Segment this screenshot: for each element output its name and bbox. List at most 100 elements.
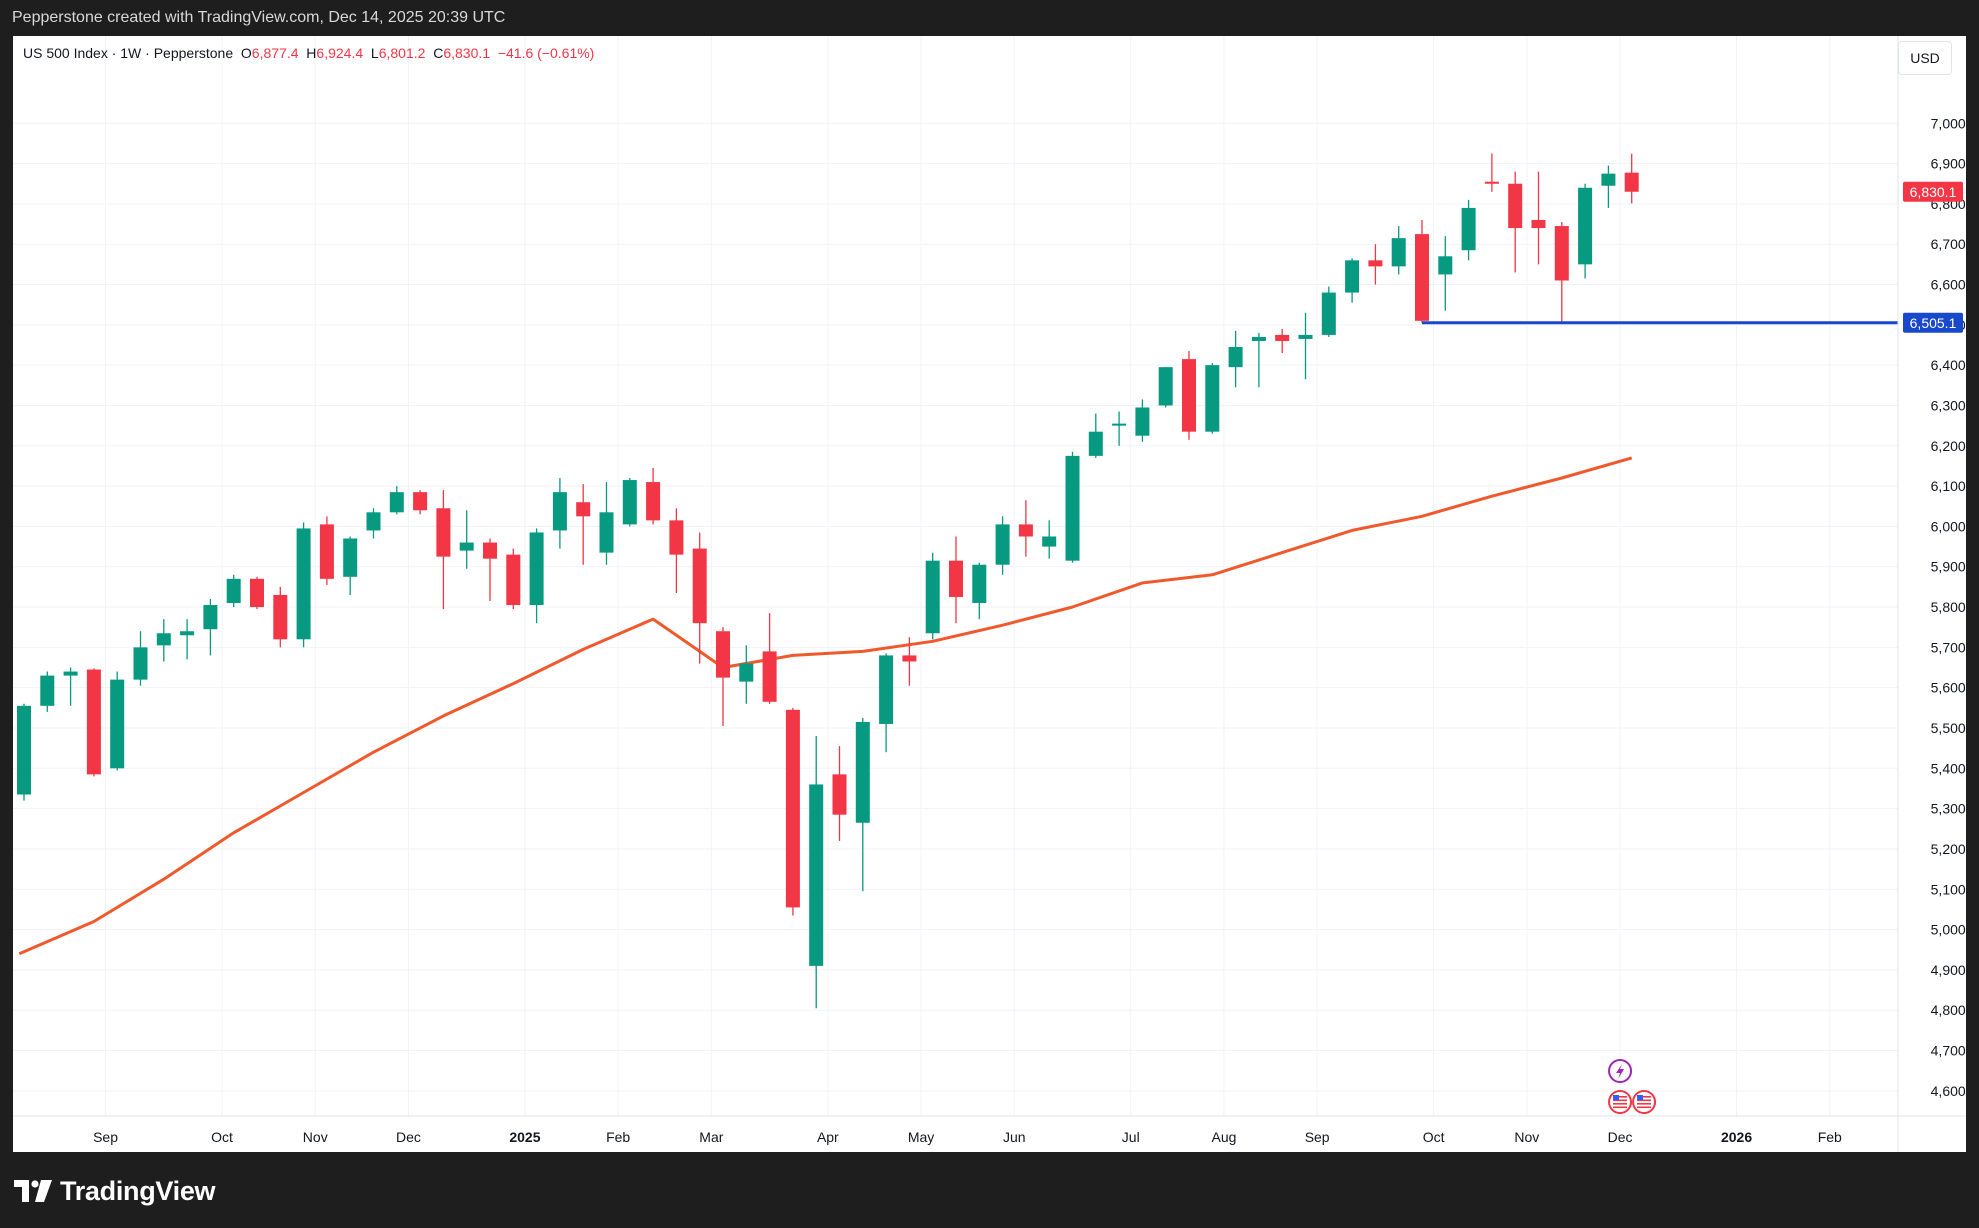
candle <box>296 522 311 648</box>
candle-body <box>739 663 754 682</box>
candle <box>1275 328 1290 354</box>
candle <box>1088 413 1103 458</box>
candle-body <box>1042 536 1057 547</box>
candle <box>1484 153 1499 192</box>
low-value: 6,801.2 <box>378 45 426 61</box>
candle <box>133 631 148 686</box>
candle-body <box>389 492 404 513</box>
flag-stripe <box>1637 1103 1652 1105</box>
tradingview-logo-icon <box>14 1180 52 1202</box>
price-tick-label: 5,100.0 <box>1931 881 1966 897</box>
time-tick-label: Nov <box>303 1129 328 1145</box>
candle <box>226 574 241 608</box>
price-tick-label: 4,600.0 <box>1931 1083 1966 1099</box>
candle-body <box>762 651 777 702</box>
candle <box>669 508 684 593</box>
price-tick-label: 5,700.0 <box>1931 639 1966 655</box>
us-flag-icon <box>1632 1090 1657 1114</box>
flag-canton <box>1613 1095 1620 1100</box>
candle-body <box>1182 359 1196 432</box>
candle <box>1018 500 1033 557</box>
time-tick-label: Jun <box>1003 1129 1026 1145</box>
candle-body <box>1368 260 1383 267</box>
moving-average-line <box>18 456 1633 956</box>
candle <box>716 627 730 726</box>
time-axis: Sep Oct Nov Dec 2025 Feb Mar Apr May Jun Jul Aug Sep… <box>13 1115 1966 1145</box>
candle-body <box>902 655 917 662</box>
candle <box>832 746 847 841</box>
chart-panel[interactable]: 4,600.0 4,700.0 4,800.0 4,900.0 5,000.0 5,100… <box>13 36 1966 1152</box>
candle <box>599 482 614 565</box>
flag-canton <box>1637 1095 1644 1100</box>
candle <box>1228 330 1243 388</box>
candles-layer <box>17 153 1639 1009</box>
event-icons <box>1608 1059 1657 1114</box>
price-tick-label: 5,600.0 <box>1931 680 1966 696</box>
candle <box>1112 411 1127 446</box>
candle <box>622 478 637 527</box>
candle-body <box>1554 226 1569 281</box>
candle-body <box>1275 334 1290 341</box>
candle <box>110 671 125 771</box>
price-chart[interactable]: 4,600.0 4,700.0 4,800.0 4,900.0 5,000.0 5,100… <box>13 36 1966 1152</box>
candle <box>646 467 661 525</box>
time-tick-label: Sep <box>1305 1129 1330 1145</box>
price-tick-label: 5,400.0 <box>1931 760 1966 776</box>
candle-body <box>995 524 1010 565</box>
candle-body <box>972 564 987 604</box>
candle <box>1554 222 1569 323</box>
attribution-text: Pepperstone created with TradingView.com… <box>12 9 506 26</box>
candle <box>552 478 567 549</box>
last-price-badge-bg <box>1903 181 1963 202</box>
price-tick-label: 6,900.0 <box>1931 156 1966 172</box>
candle <box>1601 165 1616 208</box>
time-tick-label: Dec <box>1608 1129 1633 1145</box>
symbol-title: US 500 Index · 1W · Pepperstone <box>23 45 234 61</box>
candle-body <box>319 524 334 579</box>
candle <box>949 536 963 624</box>
level-price-badge-text: 6,505.1 <box>1910 315 1957 331</box>
candle <box>436 490 451 610</box>
candle-body <box>63 671 78 676</box>
candle-body <box>436 508 451 557</box>
flag-stripe <box>1613 1103 1628 1105</box>
attribution-bar: Pepperstone created with TradingView.com… <box>0 0 1979 36</box>
currency-button[interactable]: USD <box>1898 41 1952 75</box>
candle <box>809 736 824 1009</box>
candle-body <box>483 542 497 559</box>
candle <box>692 532 707 664</box>
open-label: O <box>240 45 252 61</box>
candle-body <box>1415 234 1429 321</box>
candle <box>576 484 591 565</box>
candle <box>156 619 171 662</box>
price-badges: 6,830.1 6,505.1 <box>1903 181 1963 333</box>
flag-stripe <box>1637 1106 1652 1109</box>
candle <box>1438 236 1453 311</box>
candle-body <box>296 528 311 640</box>
time-tick-label: Feb <box>606 1129 630 1145</box>
candle-body <box>855 721 870 823</box>
flag-stripe <box>1613 1099 1628 1102</box>
candle <box>855 717 870 892</box>
candle <box>1321 286 1336 337</box>
change-value: −41.6 (−0.61%) <box>497 45 595 61</box>
price-tick-label: 5,300.0 <box>1931 801 1966 817</box>
time-tick-label: Oct <box>211 1129 233 1145</box>
candle <box>483 538 497 601</box>
time-tick-label: Nov <box>1514 1129 1539 1145</box>
price-tick-label: 6,200.0 <box>1931 438 1966 454</box>
candle <box>506 548 521 610</box>
price-tick-label: 6,400.0 <box>1931 357 1966 373</box>
candle-body <box>1088 431 1103 456</box>
tradingview-logo[interactable]: TradingView <box>14 1174 216 1208</box>
candle-body <box>599 512 614 553</box>
price-axis: 4,600.0 4,700.0 4,800.0 4,900.0 5,000.0 5,100… <box>1897 36 1966 1152</box>
time-tick-label: Sep <box>93 1129 118 1145</box>
candle-body <box>110 679 125 769</box>
candle <box>1531 171 1546 265</box>
symbol-legend[interactable]: US 500 Index · 1W · Pepperstone O6,877.4… <box>23 45 594 61</box>
candle <box>343 536 358 595</box>
price-tick-label: 6,100.0 <box>1931 478 1966 494</box>
candle-body <box>1391 238 1406 267</box>
candle-body <box>1205 365 1220 432</box>
